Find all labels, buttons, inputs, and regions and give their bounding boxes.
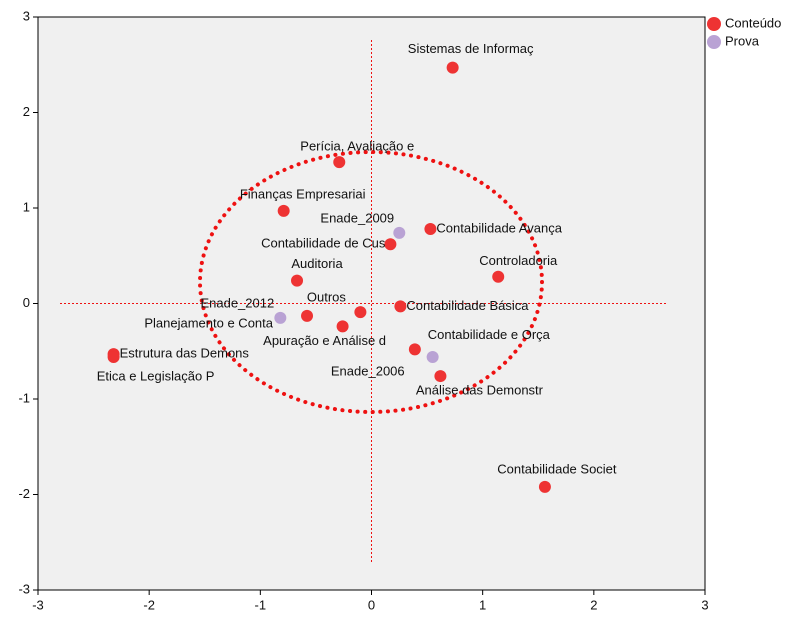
point-label: Contabilidade de Cus [261, 236, 386, 251]
point [393, 226, 406, 239]
point [434, 370, 447, 383]
point-label: Sistemas de Informaç [408, 41, 534, 56]
point-label: Controladoria [479, 253, 558, 268]
point-label: Finanças Empresariai [240, 186, 366, 201]
y-tick-label: 0 [23, 295, 30, 310]
point-label: Outros [307, 290, 347, 305]
legend-marker [707, 17, 721, 31]
legend-label: Prova [725, 33, 760, 48]
point [291, 274, 304, 287]
y-tick-label: 2 [23, 104, 30, 119]
point-label: Apuração e Análise d [263, 333, 386, 348]
x-tick-label: 1 [479, 597, 486, 612]
point-label: Contabilidade Básica [406, 298, 529, 313]
x-tick-label: -1 [255, 597, 267, 612]
point [277, 204, 290, 217]
point-label: Enade_2009 [320, 210, 394, 225]
point [107, 350, 120, 363]
x-tick-label: -3 [32, 597, 44, 612]
point-label: Contabilidade e Orça [428, 327, 551, 342]
point-label: Auditoria [291, 256, 343, 271]
x-tick-label: 3 [701, 597, 708, 612]
point-label: Perícia, Avaliação e [300, 139, 414, 154]
point [492, 270, 505, 283]
point [336, 320, 349, 333]
x-tick-label: 0 [368, 597, 375, 612]
point [354, 306, 367, 319]
point-label: Etica e Legislação P [97, 368, 215, 383]
point [446, 61, 459, 74]
x-tick-label: -2 [143, 597, 155, 612]
point-label: Enade_2012 [200, 295, 274, 310]
y-tick-label: -3 [18, 581, 30, 596]
point [394, 300, 407, 313]
point-label: Planejamento e Conta [144, 315, 273, 330]
point [424, 223, 437, 236]
y-tick-label: -2 [18, 486, 30, 501]
legend-label: Conteúdo [725, 15, 781, 30]
x-tick-label: 2 [590, 597, 597, 612]
point [274, 311, 287, 324]
point [408, 343, 421, 356]
point-label: Enade_2006 [331, 363, 405, 378]
point-label: Contabilidade Societ [497, 461, 617, 476]
point [301, 309, 314, 322]
y-tick-label: 3 [23, 8, 30, 23]
legend-marker [707, 35, 721, 49]
point [384, 238, 397, 251]
point-label: Estrutura das Demons [120, 346, 250, 361]
point [426, 350, 439, 363]
point-label: Contabilidade Avança [436, 220, 562, 235]
y-tick-label: -1 [18, 390, 30, 405]
point [538, 480, 551, 493]
y-tick-label: 1 [23, 199, 30, 214]
point [333, 156, 346, 169]
point-label: Análise das Demonstr [416, 383, 544, 398]
